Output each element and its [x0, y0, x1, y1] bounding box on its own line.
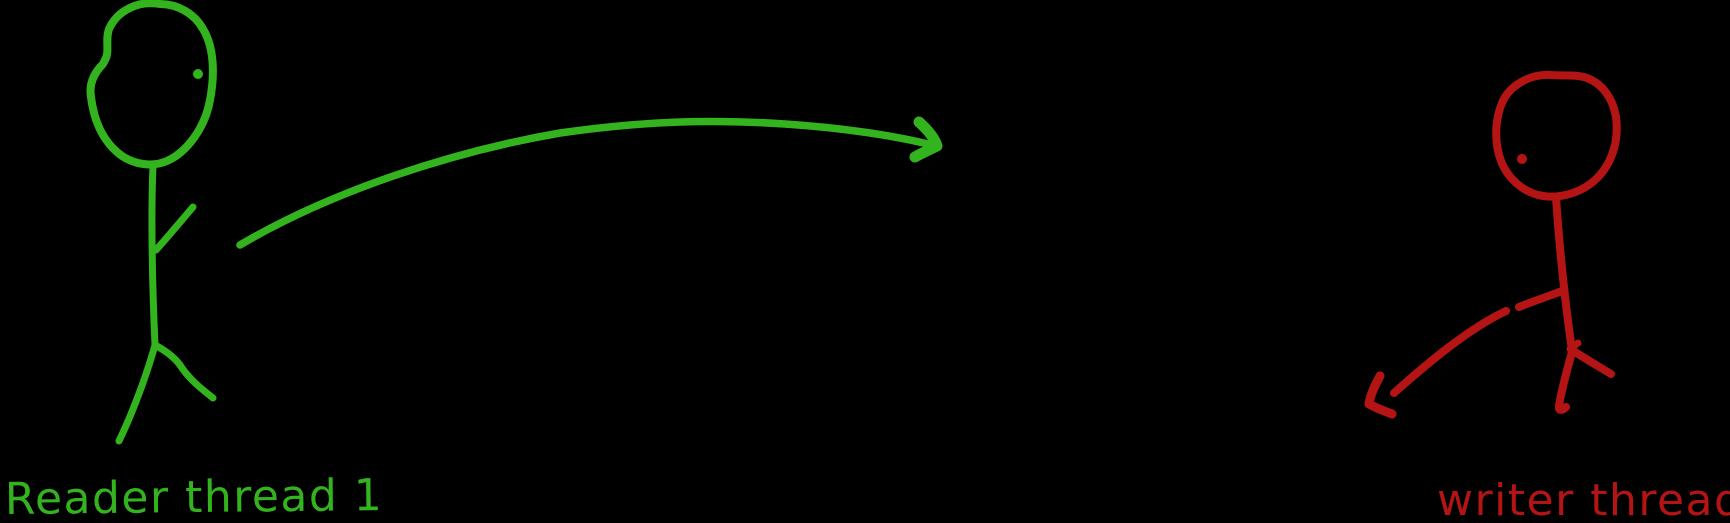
reader-head — [86, 0, 217, 169]
reader-leg-right — [151, 341, 217, 402]
writer-hip-tick — [1566, 339, 1582, 353]
red-arrow — [1364, 307, 1510, 419]
reader-leg-left — [115, 341, 159, 445]
writer-leg-left — [1554, 348, 1576, 414]
green-arrow-head — [909, 116, 943, 163]
reader-eye-dot — [193, 69, 203, 79]
writer-head — [1492, 70, 1621, 201]
writer-stick-figure — [1492, 70, 1621, 414]
green-arrow-shaft — [236, 117, 932, 249]
green-arrow — [236, 116, 943, 249]
writer-leg-right — [1568, 346, 1615, 378]
writer-thread-label: writer thread — [1437, 475, 1730, 523]
reader-thread-label: Reader thread 1 — [5, 470, 384, 523]
writer-body — [1552, 193, 1576, 354]
reader-arm — [152, 203, 197, 254]
writer-arm-upper — [1515, 287, 1566, 311]
reader-stick-figure — [86, 0, 217, 445]
red-arrow-shaft — [1390, 307, 1510, 397]
red-arrow-head — [1364, 371, 1397, 419]
reader-body — [148, 162, 159, 349]
writer-eye-dot — [1517, 154, 1527, 164]
